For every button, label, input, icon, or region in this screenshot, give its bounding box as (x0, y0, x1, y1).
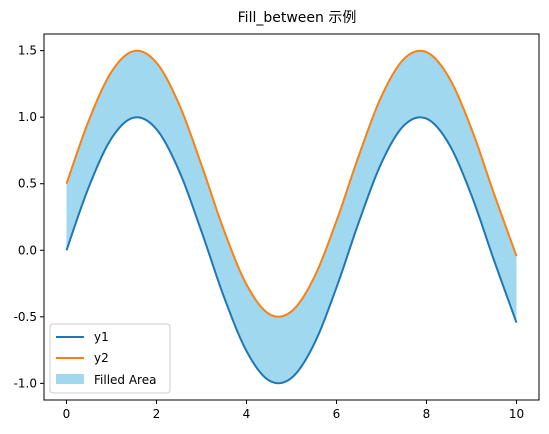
x-tick-label: 8 (423, 407, 431, 421)
x-axis: 0 2 4 6 8 10 (63, 400, 524, 421)
x-tick-label: 2 (153, 407, 161, 421)
legend: y1 y2 Filled Area (49, 323, 171, 394)
filled-area (66, 50, 517, 384)
x-tick-label: 10 (509, 407, 524, 421)
legend-label-y2: y2 (94, 351, 109, 365)
series-line-y1 (65, 116, 518, 385)
series-layer (65, 49, 518, 385)
y-tick-label: -0.5 (14, 310, 37, 324)
x-tick-label: 6 (333, 407, 341, 421)
y-tick-label: 0.0 (18, 243, 37, 257)
legend-label-filled-area: Filled Area (94, 373, 156, 387)
y-axis: -1.0 -0.5 0.0 0.5 1.0 1.5 (14, 44, 44, 390)
x-tick-label: 4 (243, 407, 251, 421)
fill-area-layer (66, 50, 517, 384)
legend-label-y1: y1 (94, 330, 109, 344)
y-tick-label: -1.0 (14, 376, 37, 390)
legend-swatch-filled-area (56, 374, 84, 384)
y-tick-label: 0.5 (18, 177, 37, 191)
y-tick-label: 1.5 (18, 44, 37, 58)
y-tick-label: 1.0 (18, 110, 37, 124)
x-tick-label: 0 (63, 407, 71, 421)
plot-frame (43, 33, 540, 401)
series-line-y2 (65, 49, 518, 318)
chart-title: Fill_between 示例 (238, 10, 357, 26)
